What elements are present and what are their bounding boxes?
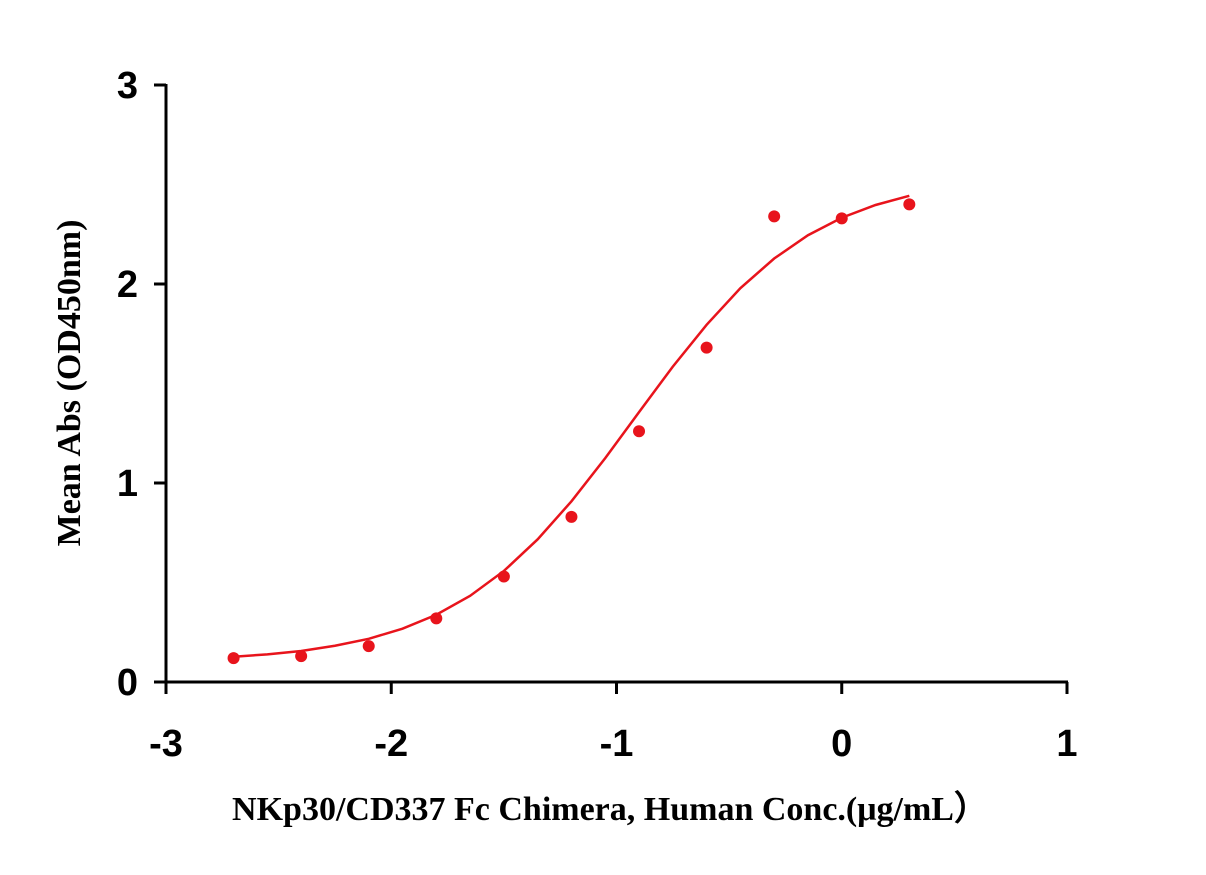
y-tick-label: 2 (117, 264, 138, 306)
data-point (565, 510, 578, 523)
x-tick-label: -3 (149, 723, 183, 765)
data-point (768, 210, 781, 223)
x-tick-label: -1 (600, 723, 634, 765)
data-point (295, 650, 308, 663)
y-tick-label: 0 (117, 662, 138, 704)
data-point (903, 198, 916, 211)
data-point (633, 425, 646, 438)
data-point (362, 640, 375, 653)
y-tick-label: 3 (117, 65, 138, 107)
data-point (227, 652, 240, 665)
x-tick-label: -2 (374, 723, 408, 765)
y-tick-label: 1 (117, 463, 138, 505)
x-axis-title: NKp30/CD337 Fc Chimera, Human Conc.(μg/m… (232, 789, 988, 828)
data-point (700, 341, 713, 354)
y-axis-title: Mean Abs (OD450nm) (51, 220, 88, 547)
fit-curve (233, 194, 910, 658)
x-tick-label: 0 (831, 723, 852, 765)
x-tick-label: 1 (1056, 723, 1077, 765)
